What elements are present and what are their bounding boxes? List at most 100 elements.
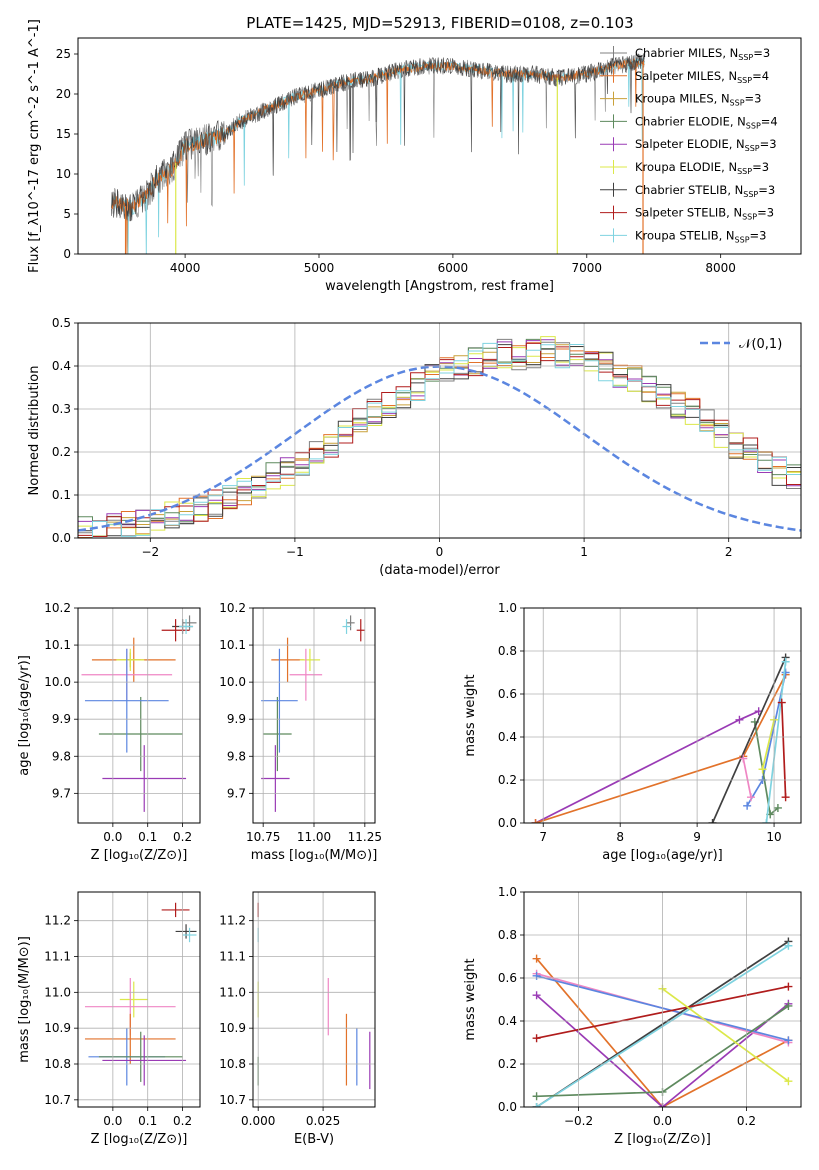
y-axis-label: age [log₁₀(age/yr)]	[17, 655, 32, 776]
legend-subscript: SSP	[746, 121, 761, 130]
x-axis-label: wavelength [Angstrom, rest frame]	[325, 279, 554, 294]
weight-marker	[532, 1103, 541, 1107]
x-tick-label: 0	[436, 545, 444, 559]
weight-line	[535, 710, 760, 823]
y-tick-label: 9.7	[52, 786, 71, 800]
axes-frame	[77, 607, 201, 824]
legend-subscript: SSP	[735, 235, 750, 244]
data-point	[161, 619, 190, 642]
y-tick-label: 0.6	[498, 971, 517, 985]
panel-mass-vs-Z: 0.0 0.1 0.2 10.7 10.8 10.9 11.0 11.1 11.2 Z [log₁…	[17, 891, 201, 1147]
legend: Chabrier MILES, NSSP=3 Salpeter MILES, NS…	[600, 46, 778, 244]
x-tick-label: 0.025	[306, 1114, 340, 1128]
spectrum-line	[111, 53, 645, 222]
x-axis-label: E(B-V)	[294, 1132, 334, 1147]
legend-label: Salpeter STELIB, NSSP=3	[635, 206, 774, 222]
axes-frame	[523, 891, 802, 1108]
plot-area	[81, 615, 197, 812]
legend-label: Chabrier ELODIE, NSSP=4	[635, 114, 778, 130]
y-tick-label: 11.0	[44, 985, 71, 999]
y-tick-label: 11.1	[219, 950, 246, 964]
x-tick-label: 8000	[705, 261, 736, 275]
x-axis-label: Z [log₁₀(Z/Z⊙)]	[91, 848, 188, 863]
legend-label: Salpeter MILES, NSSP=4	[635, 69, 769, 85]
legend-count: =4	[761, 114, 778, 128]
plot-area	[531, 653, 790, 823]
y-tick-label: 20	[56, 87, 71, 101]
x-tick-label: 10.75	[246, 830, 280, 844]
weight-marker	[532, 1092, 541, 1101]
y-tick-label: 0.2	[52, 445, 71, 459]
weight-marker	[532, 954, 541, 963]
data-point	[119, 981, 148, 1018]
y-tick-label: 11.2	[44, 914, 71, 928]
x-tick-label: 0.2	[173, 1114, 192, 1128]
data-point	[182, 615, 197, 631]
x-tick-label: 8	[616, 830, 624, 844]
weight-line	[535, 674, 787, 823]
weight-marker	[784, 1001, 793, 1010]
y-tick-label: 0.8	[498, 928, 517, 942]
legend-count: =3	[752, 160, 769, 174]
y-tick-label: 0	[63, 247, 71, 261]
data-point	[182, 927, 197, 943]
weight-line	[761, 719, 775, 770]
y-tick-label: 11.1	[44, 950, 71, 964]
weight-marker	[739, 754, 748, 763]
y-tick-label: 10.9	[44, 1021, 71, 1035]
y-tick-label: 0.2	[498, 773, 517, 787]
legend-count: =3	[758, 183, 775, 197]
y-tick-label: 10.2	[44, 601, 71, 615]
panel-weight-vs-age: 7 8 9 10 0.0 0.2 0.4 0.6 0.8 1.0 age [log₁₀(age/yr…	[463, 601, 802, 863]
figure-title: PLATE=1425, MJD=52913, FIBERID=0108, z=0…	[246, 14, 633, 32]
y-tick-label: 0.6	[498, 687, 517, 701]
legend-label: Chabrier STELIB, NSSP=3	[635, 183, 775, 199]
x-tick-label: 0.1	[138, 1114, 157, 1128]
x-tick-label: 11.25	[348, 830, 382, 844]
y-tick-label: 9.8	[52, 749, 71, 763]
legend-count: =3	[757, 206, 774, 220]
y-axis-label: mass weight	[463, 958, 478, 1040]
y-tick-label: 11.0	[219, 985, 246, 999]
y-tick-label: 10.8	[44, 1057, 71, 1071]
legend-count: =4	[752, 69, 769, 83]
legend-label: Kroupa STELIB, NSSP=3	[635, 228, 766, 244]
data-point	[263, 696, 292, 772]
data-point	[299, 648, 321, 672]
data-point	[356, 619, 365, 642]
legend-label: 𝒩(0,1)	[739, 337, 782, 352]
weight-marker	[532, 1034, 541, 1043]
y-tick-label: 1.0	[498, 601, 517, 615]
legend-count: =3	[750, 228, 767, 242]
data-point	[342, 619, 351, 634]
x-tick-label: 1	[580, 545, 588, 559]
x-axis-label: age [log₁₀(age/yr)]	[602, 848, 723, 863]
data-point	[116, 648, 145, 672]
y-tick-label: 0.0	[52, 531, 71, 545]
y-tick-label: 0.0	[498, 816, 517, 830]
axes-frame	[77, 891, 201, 1108]
y-axis-label: Normed distribution	[27, 366, 42, 496]
axes-frame	[523, 607, 802, 824]
y-tick-label: 0.0	[498, 1100, 517, 1114]
y-tick-label: 10.1	[219, 638, 246, 652]
x-tick-label: 7	[539, 830, 547, 844]
y-tick-label: 10.7	[219, 1093, 246, 1107]
weight-marker	[532, 991, 541, 1000]
y-tick-label: 10	[56, 167, 71, 181]
legend-label: Kroupa ELODIE, NSSP=3	[635, 160, 769, 176]
y-tick-label: 0.4	[498, 1014, 517, 1028]
data-point	[179, 619, 194, 634]
plot-area	[257, 902, 371, 1090]
y-tick-label: 10.0	[44, 675, 71, 689]
x-tick-label: 7000	[572, 261, 603, 275]
panel-residual-histogram: −2 −1 0 1 2 0.0 0.1 0.2 0.3 0.4 0.5 (data-model)/er…	[27, 316, 802, 578]
x-tick-label: 9	[693, 830, 701, 844]
x-tick-label: −2	[141, 545, 159, 559]
weight-marker	[708, 819, 717, 823]
x-tick-label: 11.00	[297, 830, 331, 844]
data-point	[175, 924, 197, 939]
weight-marker	[531, 819, 540, 823]
y-tick-label: 9.7	[227, 786, 246, 800]
